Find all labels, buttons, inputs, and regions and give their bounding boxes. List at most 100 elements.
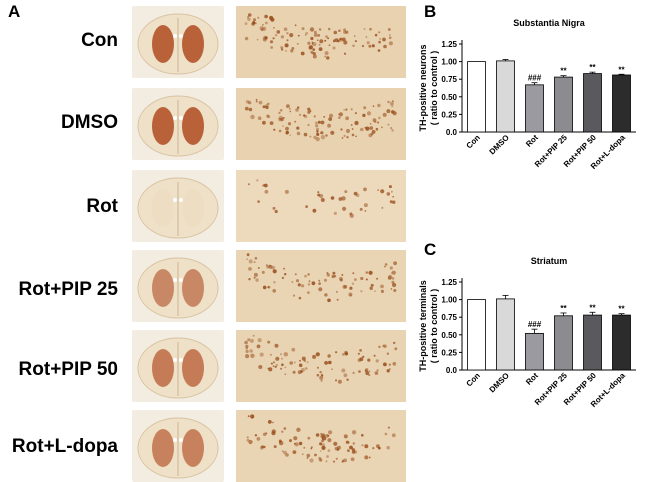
neuron-dot — [248, 101, 252, 105]
neuron-dot — [359, 357, 361, 360]
neuron-dot — [312, 354, 317, 359]
neuron-dot — [355, 193, 360, 198]
x-tick-label: Con — [465, 133, 482, 150]
significance-annotation: ### — [528, 74, 542, 83]
neuron-dot — [310, 50, 314, 54]
neuron-dot — [286, 32, 289, 35]
neuron-dot — [359, 349, 362, 352]
neuron-dot — [258, 100, 263, 105]
neuron-dot — [246, 436, 249, 439]
neuron-dot — [274, 34, 278, 37]
neuron-dot — [307, 41, 311, 45]
neuron-dot — [388, 185, 392, 189]
neuron-dot — [366, 41, 370, 45]
neuron-dot — [364, 210, 367, 212]
neuron-dot — [351, 430, 357, 435]
neuron-dot — [333, 441, 338, 446]
brain-section-image — [132, 170, 224, 242]
neuron-dot — [388, 41, 393, 46]
neuron-dot — [294, 24, 297, 27]
neuron-dot — [350, 124, 353, 126]
neuron-dot — [310, 36, 314, 41]
y-tick-label: 1.00 — [441, 58, 457, 67]
neuron-dot — [368, 374, 371, 377]
neuron-dot — [341, 368, 346, 373]
neuron-dot — [338, 30, 340, 32]
neuron-dot — [326, 272, 329, 274]
neuron-dot — [278, 115, 283, 121]
neuron-dot — [351, 282, 355, 285]
neuron-dot — [357, 352, 360, 355]
neuron-dot — [289, 110, 292, 113]
neuron-dot — [341, 196, 346, 201]
neuron-dot — [295, 108, 299, 112]
neuron-dot — [298, 113, 302, 116]
neuron-dot — [377, 49, 381, 52]
neuron-dot — [307, 291, 310, 294]
neuron-dot — [324, 293, 328, 297]
row-label-rot-pip25: Rot+PIP 25 — [18, 279, 118, 300]
neuron-dot — [386, 192, 391, 196]
neuron-dot — [344, 190, 348, 194]
nigra-micrograph-image — [236, 410, 406, 482]
neuron-dot — [371, 130, 376, 134]
neuron-dot — [281, 430, 284, 433]
neuron-dot — [315, 433, 320, 437]
neuron-dot — [354, 40, 357, 43]
neuron-dot — [292, 450, 297, 454]
neuron-dot — [252, 334, 255, 337]
neuron-dot — [289, 33, 294, 38]
neuron-dot — [331, 368, 333, 370]
neuron-dot — [335, 379, 337, 382]
neuron-dot — [259, 352, 264, 357]
neuron-dot — [306, 456, 309, 459]
neuron-dot — [349, 212, 353, 216]
neuron-dot — [269, 353, 272, 356]
neuron-dot — [266, 114, 270, 118]
neuron-dot — [294, 442, 299, 447]
neuron-dot — [351, 128, 354, 130]
neuron-dot — [248, 439, 253, 445]
neuron-dot — [346, 378, 349, 381]
neuron-dot — [246, 258, 248, 261]
x-tick-label: Con — [465, 371, 482, 388]
neuron-dot — [307, 273, 310, 276]
neuron-dot — [267, 286, 270, 289]
neuron-dot — [328, 117, 333, 121]
neuron-dot — [324, 361, 328, 365]
neuron-dot — [272, 269, 277, 274]
significance-annotation: ** — [618, 65, 625, 74]
neuron-dot — [307, 123, 310, 127]
neuron-dot — [343, 52, 347, 55]
right-striatum — [182, 269, 204, 307]
neuron-dot — [336, 298, 339, 301]
neuron-dot — [307, 110, 311, 114]
neuron-dot — [248, 107, 253, 112]
neuron-dot — [363, 28, 366, 30]
neuron-dot — [389, 200, 393, 204]
neuron-dot — [318, 282, 321, 285]
neuron-dot — [263, 183, 268, 188]
neuron-dot — [352, 371, 355, 375]
neuron-dot — [318, 287, 323, 292]
neuron-dot — [290, 49, 294, 53]
neuron-dot — [315, 137, 320, 142]
neuron-dot — [360, 290, 363, 293]
neuron-dot — [273, 281, 276, 284]
neuron-dot — [359, 207, 363, 211]
micrograph-tint — [236, 88, 406, 160]
neuron-dot — [264, 36, 268, 40]
neuron-dot — [326, 455, 329, 458]
neuron-dot — [347, 449, 350, 452]
neuron-dot — [300, 51, 305, 56]
micrograph-drawing — [236, 250, 406, 322]
neuron-dot — [301, 453, 304, 456]
neuron-dot — [270, 46, 273, 49]
neuron-dot — [364, 455, 369, 460]
neuron-dot — [326, 56, 330, 60]
neuron-dot — [393, 341, 396, 345]
bar — [496, 298, 515, 371]
neuron-dot — [343, 458, 348, 463]
neuron-dot — [270, 362, 273, 365]
neuron-dot — [388, 368, 391, 370]
